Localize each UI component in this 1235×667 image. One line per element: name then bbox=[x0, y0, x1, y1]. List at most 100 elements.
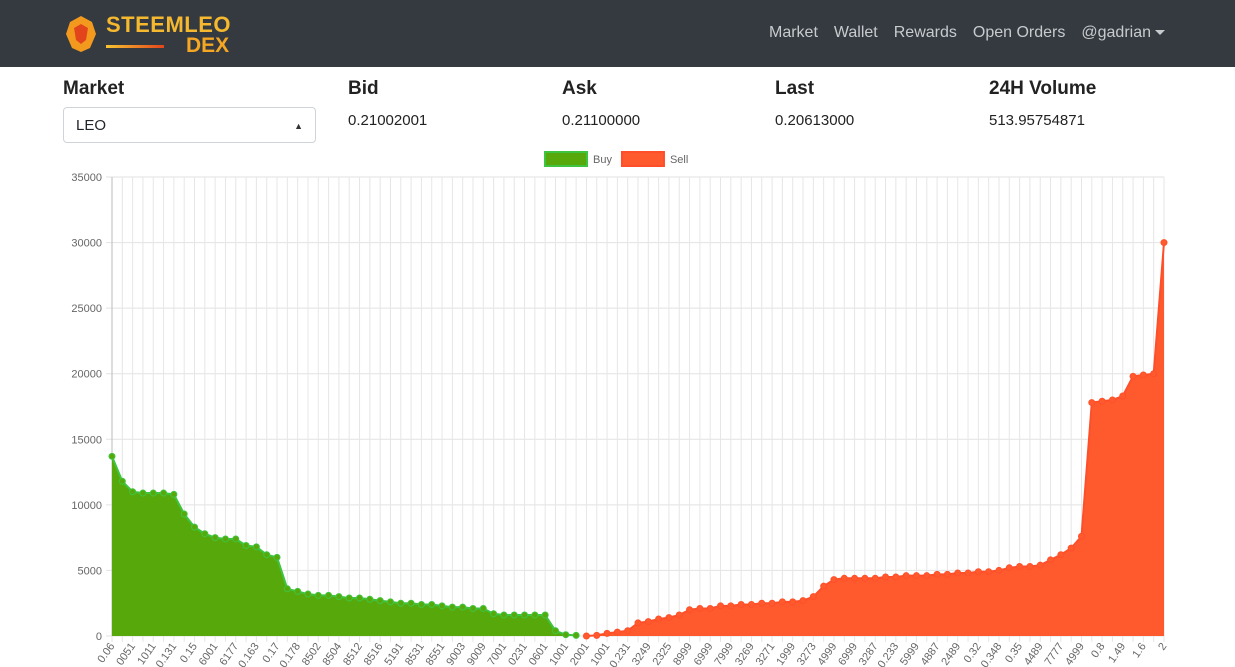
data-point bbox=[572, 631, 580, 639]
stat-label: Market bbox=[63, 78, 125, 99]
data-point bbox=[954, 569, 962, 577]
nav-link[interactable]: Rewards bbox=[893, 24, 957, 41]
data-point bbox=[1119, 392, 1127, 400]
data-point bbox=[325, 591, 333, 599]
legend-swatch bbox=[620, 151, 665, 167]
legend-swatch bbox=[544, 151, 588, 167]
data-point bbox=[459, 603, 467, 611]
x-tick-label: 0.233 bbox=[876, 641, 902, 667]
y-tick-label: 15000 bbox=[71, 434, 102, 446]
data-point bbox=[304, 590, 312, 598]
stat-label: Bid bbox=[348, 78, 379, 99]
nav-link[interactable]: Wallet bbox=[833, 24, 878, 41]
data-point bbox=[479, 604, 487, 612]
data-point bbox=[356, 594, 364, 602]
nav-link[interactable]: Market bbox=[768, 24, 818, 41]
brand-name: STEEMLEO bbox=[106, 12, 232, 37]
data-point bbox=[665, 614, 673, 622]
data-point bbox=[428, 601, 436, 609]
y-tick-label: 35000 bbox=[71, 172, 102, 184]
data-point bbox=[582, 632, 590, 640]
data-point bbox=[1150, 370, 1158, 378]
x-tick-label: 6999 bbox=[692, 641, 716, 667]
x-tick-label: 9009 bbox=[465, 641, 489, 667]
x-tick-label: 1999 bbox=[774, 641, 798, 667]
x-tick-label: 8999 bbox=[671, 641, 695, 667]
x-tick-label: 2325 bbox=[651, 641, 675, 667]
x-tick-label: 4999 bbox=[816, 641, 840, 667]
x-tick-label: 9003 bbox=[444, 641, 468, 667]
data-point bbox=[1047, 556, 1055, 564]
data-point bbox=[1139, 371, 1147, 379]
brand-bar bbox=[106, 45, 164, 48]
data-point bbox=[294, 587, 302, 595]
stat-value: 0.21002001 bbox=[348, 112, 428, 129]
data-point bbox=[273, 553, 281, 561]
data-point bbox=[1036, 561, 1044, 569]
data-point bbox=[191, 523, 199, 531]
x-tick-label: 8504 bbox=[320, 641, 344, 667]
data-point bbox=[541, 611, 549, 619]
data-point bbox=[417, 601, 425, 609]
nav-links: Market Wallet Rewards Open Orders @gadri… bbox=[769, 24, 1165, 42]
navbar: STEEMLEO DEX Market Wallet Rewards Open … bbox=[0, 0, 1235, 67]
data-point bbox=[1005, 564, 1013, 572]
data-point bbox=[809, 593, 817, 601]
data-point bbox=[902, 572, 910, 580]
data-point bbox=[851, 574, 859, 582]
data-point bbox=[1108, 396, 1116, 404]
area-fill bbox=[112, 456, 577, 636]
data-point bbox=[840, 574, 848, 582]
x-tick-label: 3271 bbox=[754, 641, 778, 667]
x-tick-label: 2489 bbox=[939, 641, 963, 667]
market-select[interactable]: LEO ▲ bbox=[63, 107, 316, 143]
chart: 050001000015000200002500030000350000.060… bbox=[71, 151, 1169, 667]
data-point bbox=[1098, 397, 1106, 405]
data-point bbox=[717, 602, 725, 610]
data-point bbox=[727, 602, 735, 610]
x-tick-label: 4999 bbox=[1063, 641, 1087, 667]
user-menu[interactable]: @gadrian bbox=[1081, 24, 1165, 42]
stat-value: 513.95754871 bbox=[989, 112, 1085, 129]
brand-icon bbox=[66, 16, 96, 52]
data-point bbox=[1077, 532, 1085, 540]
x-tick-label: 0.178 bbox=[277, 641, 303, 667]
x-tick-label: 0.348 bbox=[979, 641, 1005, 667]
stat-label: 24H Volume bbox=[989, 78, 1097, 99]
stat: Market bbox=[63, 78, 124, 100]
data-point bbox=[768, 599, 776, 607]
x-tick-label: 5191 bbox=[382, 641, 406, 667]
stat: Bid 0.21002001 bbox=[348, 78, 427, 129]
data-point bbox=[943, 570, 951, 578]
x-tick-label: 8512 bbox=[341, 641, 365, 667]
data-point bbox=[108, 452, 116, 460]
nav-link[interactable]: Open Orders bbox=[972, 24, 1066, 41]
data-point bbox=[345, 594, 353, 602]
x-tick-label: 8531 bbox=[403, 641, 427, 667]
x-tick-label: 1.49 bbox=[1106, 641, 1128, 665]
data-point bbox=[551, 627, 559, 635]
area-fill bbox=[586, 242, 1164, 637]
brand[interactable]: STEEMLEO DEX bbox=[62, 12, 232, 58]
y-tick-label: 25000 bbox=[71, 303, 102, 315]
data-point bbox=[892, 573, 900, 581]
stat-label: Last bbox=[775, 78, 815, 99]
x-tick-label: 8502 bbox=[300, 641, 324, 667]
data-point bbox=[139, 489, 147, 497]
data-point bbox=[469, 604, 477, 612]
data-point bbox=[820, 582, 828, 590]
x-tick-label: 0231 bbox=[506, 641, 530, 667]
x-tick-label: 0.231 bbox=[608, 641, 634, 667]
data-point bbox=[830, 576, 838, 584]
x-tick-label: 0601 bbox=[527, 641, 551, 667]
data-point bbox=[283, 585, 291, 593]
data-point bbox=[882, 573, 890, 581]
stat: Last 0.20613000 bbox=[775, 78, 854, 129]
data-point bbox=[912, 572, 920, 580]
data-point bbox=[985, 568, 993, 576]
data-point bbox=[861, 574, 869, 582]
data-point bbox=[180, 510, 188, 518]
data-point bbox=[335, 593, 343, 601]
data-point bbox=[747, 601, 755, 609]
